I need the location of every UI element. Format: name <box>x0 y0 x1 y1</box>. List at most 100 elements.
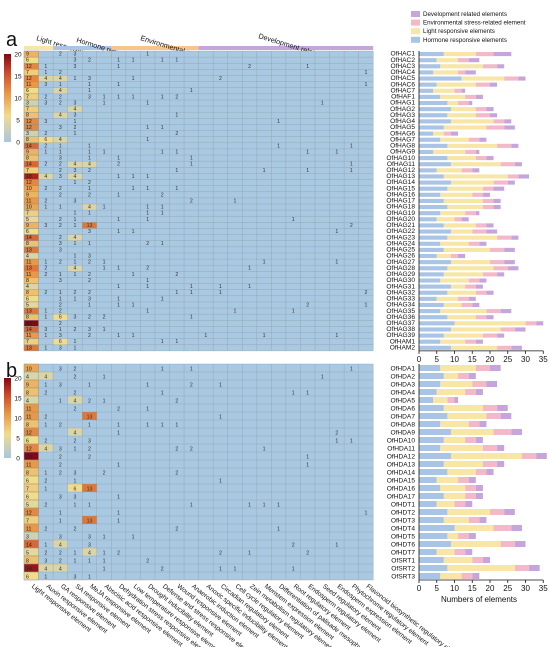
heatmap-cell-value: 1 <box>175 58 178 64</box>
bar-segment <box>447 509 490 515</box>
heatmap-cell-value: 11 <box>26 526 31 532</box>
heatmap-cell-value: 1 <box>190 315 193 321</box>
heatmap-cell <box>53 75 68 82</box>
bar-segment <box>507 180 515 185</box>
gene-label: OfHAG28 <box>386 265 415 272</box>
bar-segment <box>440 445 483 451</box>
bar-segment <box>482 64 498 69</box>
legend: Development related elements Environmenta… <box>411 11 526 44</box>
bar-segment <box>493 525 512 531</box>
heatmap-cell-value: 7 <box>26 168 29 174</box>
heatmap-cell-value: 4 <box>88 205 91 211</box>
gene-label: OfHAG22 <box>386 228 415 235</box>
heatmap-cell-value: 18 <box>26 174 32 180</box>
gene-label: OfHAG23 <box>386 234 415 241</box>
gene-label: OfHAG34 <box>386 302 415 309</box>
bar-segment <box>497 272 505 277</box>
gene-label: OfHDT1 <box>391 502 416 509</box>
bar-segment <box>475 437 483 443</box>
heatmap-cell-value: 1 <box>146 211 149 217</box>
bar-segment <box>468 58 480 63</box>
heatmap-cell-value: 8 <box>26 558 29 564</box>
gene-label: OfHDT3 <box>391 518 416 525</box>
bar-segment <box>443 405 483 411</box>
heatmap-cell-value: 1 <box>190 290 193 296</box>
bar-segment <box>465 493 476 499</box>
heatmap-cell-value: 1 <box>146 137 149 143</box>
bar-segment <box>419 477 437 483</box>
bar-segment <box>458 70 466 75</box>
bar-segment <box>458 253 466 259</box>
bar-segment <box>493 266 508 271</box>
bar-segment <box>419 186 448 191</box>
heatmap-cell-value: 2 <box>44 414 47 420</box>
heatmap-cell-value: 1 <box>263 446 266 452</box>
heatmap-cell-value: 13 <box>26 309 32 315</box>
heatmap-cell-value: 1 <box>350 162 353 168</box>
heatmap-cell-value: 1 <box>146 205 149 211</box>
bar-segment <box>419 198 444 203</box>
gene-label: OfHAG32 <box>386 289 415 296</box>
heatmap-cell-value: 2 <box>88 454 91 460</box>
legend-swatch <box>411 11 420 17</box>
heatmap-cell-value: 2 <box>44 550 47 556</box>
bar-segment <box>468 533 476 539</box>
bar-segment <box>486 156 494 161</box>
heatmap-cell-value: 1 <box>132 534 135 540</box>
heatmap-cell-value: 1 <box>73 478 76 484</box>
heatmap-cell-value: 3 <box>44 223 47 229</box>
heatmap-cell-value: 2 <box>59 70 62 76</box>
bar-segment <box>511 235 519 240</box>
heatmap-cell-value: 3 <box>88 229 91 235</box>
bar-segment <box>440 365 476 371</box>
heatmap-cell-value: 20 <box>26 454 32 460</box>
bar-segment <box>419 557 444 563</box>
bar-segment <box>419 266 448 271</box>
gene-label: OfHAG7 <box>390 136 415 143</box>
bar-segment <box>536 321 544 326</box>
bar-segment <box>504 260 515 265</box>
heatmap-cell-value: 20 <box>26 321 32 327</box>
gene-label: OfHAG15 <box>386 185 415 192</box>
gene-label: OfHAG2 <box>390 106 415 113</box>
gene-label: OfHAG29 <box>386 271 415 278</box>
heatmap-cell-value: 7 <box>26 70 29 76</box>
heatmap-cell-value: 2 <box>44 266 47 272</box>
heatmap-cell-value: 2 <box>59 223 62 229</box>
heatmap-cell-value: 1 <box>44 422 47 428</box>
heatmap-cell-value: 1 <box>88 558 91 564</box>
bar-segment <box>500 541 515 547</box>
bar-segment <box>419 272 444 277</box>
bar-segment <box>436 477 459 483</box>
heatmap-cell-value: 7 <box>26 211 29 217</box>
heatmap-cell-value: 4 <box>59 566 62 572</box>
bar-segment <box>440 421 469 427</box>
gene-label: OfHDA8 <box>390 422 415 429</box>
x-axis-label: Numbers of elements <box>441 595 517 604</box>
heatmap-cell-value: 1 <box>335 149 338 155</box>
bar-segment <box>419 373 444 379</box>
heatmap-cell-value: 1 <box>73 211 76 217</box>
heatmap-cell-value: 2 <box>73 438 76 444</box>
bar-segment <box>419 339 441 344</box>
heatmap-cell-value: 1 <box>88 502 91 508</box>
heatmap-cell-value: 2 <box>117 162 120 168</box>
heatmap-cell-value: 1 <box>117 430 120 436</box>
bar-segment <box>475 82 490 87</box>
heatmap-cell-value: 1 <box>103 100 106 106</box>
heatmap-cell-value: 1 <box>146 382 149 388</box>
heatmap-cell-value: 1 <box>364 510 367 516</box>
x-tick-label: 20 <box>486 355 495 364</box>
heatmap-cell-value: 2 <box>306 302 309 308</box>
bar-segment <box>447 113 476 118</box>
bar-segment <box>419 315 448 320</box>
bar-segment <box>419 445 441 451</box>
bar-segment <box>450 229 473 234</box>
bar-segment <box>419 533 448 539</box>
bar-segment <box>468 373 476 379</box>
heatmap-cell-value: 1 <box>234 566 237 572</box>
bar-segment <box>504 119 512 124</box>
bar-segment <box>419 64 441 69</box>
bar-segment <box>475 156 487 161</box>
